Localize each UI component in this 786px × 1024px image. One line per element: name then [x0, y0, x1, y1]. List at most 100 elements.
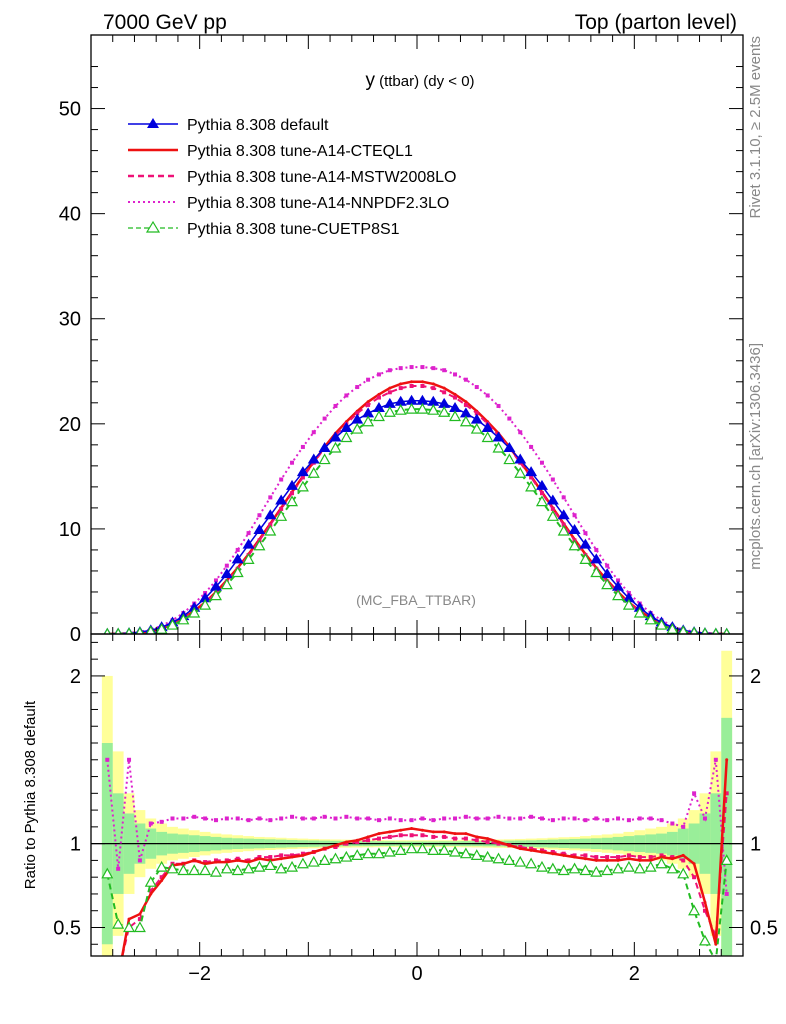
ratio-point — [253, 860, 266, 872]
ratio-point — [539, 848, 544, 853]
ratio-point — [561, 816, 566, 821]
main-point — [296, 466, 309, 477]
main-point — [344, 393, 349, 398]
ratio-point — [438, 844, 451, 855]
ratio-point — [231, 864, 244, 876]
ratio-point — [116, 972, 120, 976]
main-point — [213, 578, 218, 583]
ratio-point — [431, 834, 436, 839]
ratio-point — [475, 835, 479, 839]
ratio-y-tick-label-right: 1 — [750, 834, 761, 856]
main-point — [394, 403, 407, 415]
ratio-point — [626, 853, 631, 858]
ratio-point — [725, 758, 729, 762]
main-point — [177, 613, 190, 625]
main-point — [594, 547, 599, 552]
ratio-point — [420, 833, 425, 838]
ratio-point — [681, 853, 685, 857]
main-point — [366, 402, 371, 407]
main-point — [231, 566, 244, 578]
ratio-point — [442, 834, 447, 839]
ratio-point — [344, 841, 349, 846]
ratio-point — [257, 816, 262, 821]
ratio-point — [442, 816, 447, 821]
main-point — [420, 365, 425, 370]
ratio-point — [442, 830, 446, 834]
ratio-point — [535, 860, 548, 872]
ratio-point — [612, 862, 625, 874]
ratio-point — [601, 864, 614, 876]
ratio-point — [137, 858, 142, 863]
ratio-point — [648, 816, 653, 821]
ratio-point — [301, 853, 305, 857]
ratio-point — [344, 840, 348, 844]
ratio-point — [525, 857, 538, 869]
ratio-y-tick-label: 2 — [70, 666, 81, 688]
main-y-tick-label: 0 — [70, 624, 81, 646]
ratio-point — [159, 875, 164, 880]
ratio-point — [470, 849, 483, 860]
ratio-point — [220, 862, 233, 874]
ratio-point — [529, 846, 534, 851]
ratio-y-tick-label: 1 — [70, 834, 81, 856]
main-point — [453, 372, 458, 377]
ratio-point — [394, 844, 407, 855]
ratio-point — [106, 993, 109, 996]
main-point — [264, 509, 277, 520]
main-point — [546, 510, 559, 521]
main-point — [464, 400, 468, 404]
ratio-point — [453, 816, 458, 821]
ratio-point — [670, 855, 675, 860]
ratio-point — [236, 858, 240, 862]
ratio-point — [720, 854, 733, 866]
ratio-point — [148, 821, 153, 826]
main-point — [427, 403, 440, 415]
main-point — [431, 382, 435, 386]
main-point — [712, 627, 720, 634]
ratio-point — [496, 814, 501, 819]
main-point — [114, 627, 122, 634]
main-series-line-3 — [107, 366, 727, 634]
ratio-point — [279, 857, 283, 861]
main-point — [307, 466, 320, 478]
main-point — [231, 553, 244, 564]
ratio-point — [333, 816, 338, 821]
axis-ticks: 0 10 20 30 40 50 −2 0 2 0.5 0.5 1 1 2 2 — [53, 35, 778, 985]
main-point — [286, 495, 299, 507]
title-rest: (ttbar) (dy < 0) — [375, 73, 475, 90]
main-series-line-4 — [107, 408, 727, 634]
ratio-point — [264, 859, 277, 871]
ratio-point — [112, 917, 125, 929]
main-point — [481, 422, 494, 433]
ratio-point — [213, 818, 218, 823]
ratio-point — [626, 818, 631, 823]
main-point — [579, 553, 592, 564]
main-point — [583, 531, 588, 536]
main-point — [253, 523, 266, 534]
ratio-point — [561, 851, 566, 856]
main-point — [561, 495, 566, 500]
ratio-point — [666, 862, 679, 874]
ratio-point — [275, 862, 288, 874]
ratio-point — [724, 791, 729, 796]
ratio-point — [420, 816, 425, 821]
ratio-point — [214, 860, 218, 864]
main-point — [242, 538, 255, 549]
main-point — [459, 407, 472, 418]
ratio-point — [181, 816, 186, 821]
ratio-point — [655, 857, 668, 869]
main-point — [568, 523, 581, 534]
ratio-point — [399, 828, 403, 832]
ratio-point — [300, 816, 305, 821]
ratio-point — [387, 816, 392, 821]
main-point — [340, 431, 353, 443]
ratio-point — [605, 818, 610, 823]
ratio-point — [105, 989, 109, 993]
main-point — [268, 495, 273, 500]
ratio-point — [366, 838, 371, 843]
main-point — [518, 430, 523, 435]
main-point — [612, 589, 625, 601]
main-point — [557, 509, 570, 520]
ratio-point — [410, 827, 414, 831]
ratio-point — [557, 864, 570, 876]
